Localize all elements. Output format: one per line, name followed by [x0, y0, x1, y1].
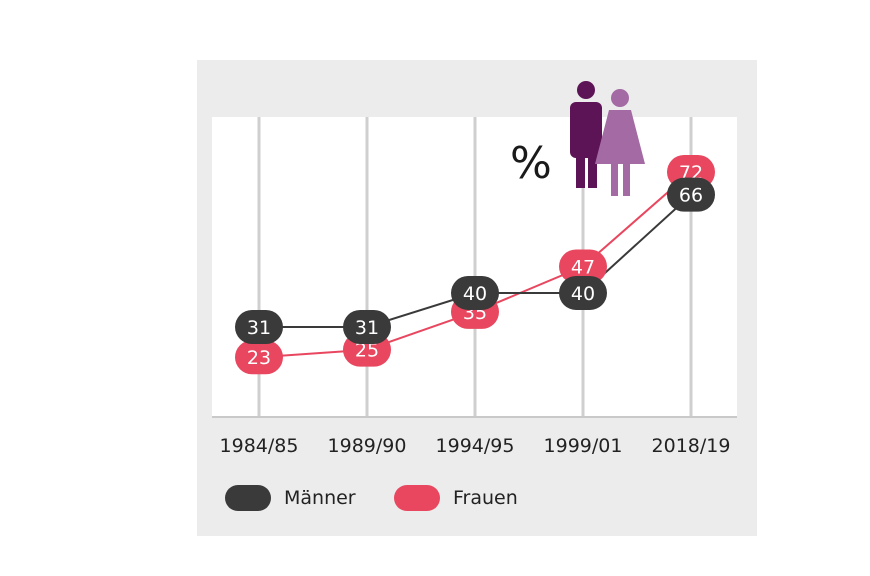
data-label: 31 — [355, 317, 379, 339]
x-tick-label: 2018/19 — [652, 435, 731, 457]
x-tick-label: 1984/85 — [220, 435, 299, 457]
chart-card: 23 25 35 47 72 31 31 40 40 66 1984/85 1989/90 1994/… — [197, 60, 757, 536]
data-label: 25 — [355, 340, 379, 362]
x-tick-label: 1994/95 — [436, 435, 515, 457]
data-point-maenner — [559, 275, 607, 310]
data-label: 66 — [679, 185, 703, 207]
data-label: 23 — [247, 347, 271, 369]
x-tick-label: 1989/90 — [328, 435, 407, 457]
data-point-maenner — [451, 275, 499, 310]
data-point-maenner — [667, 177, 715, 212]
x-tick-label: 1999/01 — [544, 435, 623, 457]
data-point-maenner — [343, 310, 391, 344]
unit-label: % — [510, 138, 552, 189]
data-label: 31 — [247, 317, 271, 339]
data-label: 40 — [571, 283, 595, 305]
legend-swatch-maenner — [225, 485, 271, 511]
legend-label-maenner: Männer — [284, 487, 356, 509]
legend-swatch-frauen — [394, 485, 440, 511]
data-label: 40 — [463, 283, 487, 305]
legend: Männer Frauen — [225, 485, 518, 511]
data-point-maenner — [235, 310, 283, 344]
man-icon — [570, 81, 602, 188]
data-point-frauen — [235, 340, 283, 375]
data-point-frauen — [559, 249, 607, 284]
woman-icon — [595, 89, 645, 196]
legend-label-frauen: Frauen — [453, 487, 518, 509]
data-label: 47 — [571, 257, 595, 279]
